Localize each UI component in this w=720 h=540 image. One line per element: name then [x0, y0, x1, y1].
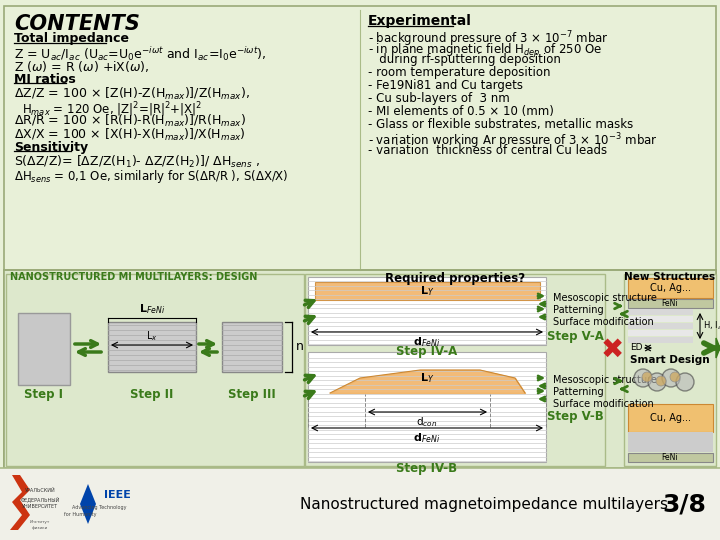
- Text: Cu, Ag...: Cu, Ag...: [649, 283, 690, 293]
- Bar: [628, 404, 713, 432]
- Bar: [18, 313, 70, 385]
- Text: Step IV-B: Step IV-B: [397, 462, 458, 475]
- Text: УНИВЕРСИТЕТ: УНИВЕРСИТЕТ: [22, 504, 58, 509]
- Circle shape: [634, 369, 652, 387]
- Bar: [0, 468, 720, 540]
- Text: d$_{con}$: d$_{con}$: [416, 415, 438, 429]
- Text: MI ratios: MI ratios: [14, 73, 76, 86]
- Bar: [68, 473, 133, 535]
- Text: Surface modification: Surface modification: [553, 399, 654, 409]
- Bar: [628, 432, 713, 452]
- Bar: [222, 322, 282, 372]
- Text: Step I: Step I: [24, 388, 63, 401]
- Text: d$_{FeNi}$: d$_{FeNi}$: [413, 335, 441, 349]
- Text: Mesoscopic structure: Mesoscopic structure: [553, 375, 657, 385]
- Text: $\Delta$R/R = 100 $\times$ [R(H)-R(H$_{max}$)]/R(H$_{max}$): $\Delta$R/R = 100 $\times$ [R(H)-R(H$_{m…: [14, 113, 246, 129]
- Text: for Humanity: for Humanity: [64, 512, 96, 517]
- Text: ✖: ✖: [600, 336, 624, 364]
- Bar: [5, 473, 63, 535]
- Text: S($\Delta$Z/Z)= [$\Delta$Z/Z(H$_1$)- $\Delta$Z/Z(H$_2$)]/ $\Delta$H$_{sens}$ ,: S($\Delta$Z/Z)= [$\Delta$Z/Z(H$_1$)- $\D…: [14, 154, 260, 170]
- Circle shape: [642, 372, 652, 382]
- Text: Sensitivity: Sensitivity: [14, 141, 88, 154]
- Text: L$_Y$: L$_Y$: [420, 284, 434, 298]
- Bar: [628, 330, 693, 336]
- Bar: [628, 299, 713, 308]
- Text: New Structures: New Structures: [624, 272, 716, 282]
- Polygon shape: [80, 484, 96, 524]
- Text: H, I$_{ac}$: H, I$_{ac}$: [703, 320, 720, 332]
- Text: Advancing Technology: Advancing Technology: [72, 505, 127, 510]
- Bar: [308, 352, 546, 462]
- Bar: [6, 274, 304, 466]
- Bar: [628, 316, 693, 322]
- Text: $\Delta$H$_{sens}$ = 0,1 Oe, similarly for S($\Delta$R/R ), S($\Delta$X/X): $\Delta$H$_{sens}$ = 0,1 Oe, similarly f…: [14, 168, 289, 185]
- Text: УРАЛЬСКИЙ: УРАЛЬСКИЙ: [24, 488, 55, 493]
- Text: Step III: Step III: [228, 388, 276, 401]
- Text: Nanostructured magnetoimpedance multilayers: Nanostructured magnetoimpedance multilay…: [300, 496, 668, 511]
- Text: FeNi: FeNi: [662, 453, 678, 462]
- Text: - in plane magnetic field H$_{dep}$ of 250 Oe: - in plane magnetic field H$_{dep}$ of 2…: [368, 42, 603, 60]
- Text: ФЕДЕРАЛЬНЫЙ: ФЕДЕРАЛЬНЫЙ: [20, 496, 60, 502]
- Text: Experimental: Experimental: [368, 14, 472, 28]
- Text: ED: ED: [630, 343, 642, 353]
- Text: 3/8: 3/8: [662, 492, 706, 516]
- Text: Total impedance: Total impedance: [14, 32, 129, 45]
- Bar: [305, 274, 605, 466]
- Text: Patterning: Patterning: [553, 387, 603, 397]
- Bar: [108, 322, 196, 372]
- Text: - Glass or flexible substrates, metallic masks: - Glass or flexible substrates, metallic…: [368, 118, 634, 131]
- Bar: [4, 6, 716, 468]
- Text: L$_{FeNi}$: L$_{FeNi}$: [139, 302, 165, 316]
- Text: Step V-A: Step V-A: [546, 330, 603, 343]
- Text: Step II: Step II: [130, 388, 174, 401]
- Text: Step V-B: Step V-B: [546, 410, 603, 423]
- Bar: [315, 282, 540, 300]
- Text: Cu, Ag...: Cu, Ag...: [649, 413, 690, 423]
- Text: физики: физики: [32, 526, 48, 530]
- Text: - variation  thickness of central Cu leads: - variation thickness of central Cu lead…: [368, 144, 607, 157]
- Polygon shape: [716, 338, 720, 358]
- Text: Required properties?: Required properties?: [385, 272, 525, 285]
- Text: Step IV-A: Step IV-A: [397, 345, 458, 358]
- Text: - variation working Ar pressure of 3 × 10$^{-3}$ mbar: - variation working Ar pressure of 3 × 1…: [368, 131, 658, 151]
- Bar: [628, 278, 713, 298]
- Bar: [624, 274, 716, 466]
- Bar: [628, 337, 693, 343]
- Text: - background pressure of 3 × 10$^{-7}$ mbar: - background pressure of 3 × 10$^{-7}$ m…: [368, 29, 608, 49]
- Bar: [4, 270, 716, 468]
- Text: FeNi: FeNi: [662, 299, 678, 307]
- Text: Patterning: Patterning: [553, 305, 603, 315]
- Text: IEEE: IEEE: [104, 490, 131, 500]
- Polygon shape: [10, 475, 30, 530]
- Text: L$_x$: L$_x$: [146, 329, 158, 343]
- Text: - room temperature deposition: - room temperature deposition: [368, 66, 551, 79]
- Text: n: n: [296, 341, 304, 354]
- Text: $\Delta$X/X = 100 $\times$ [X(H)-X(H$_{max}$)]/X(H$_{max}$): $\Delta$X/X = 100 $\times$ [X(H)-X(H$_{m…: [14, 127, 246, 143]
- Bar: [628, 323, 693, 329]
- Text: L$_Y$: L$_Y$: [420, 371, 434, 385]
- Text: Z ($\omega$) = R ($\omega$) +iX($\omega$),: Z ($\omega$) = R ($\omega$) +iX($\omega$…: [14, 59, 150, 74]
- Bar: [628, 309, 693, 315]
- Circle shape: [670, 372, 680, 382]
- Text: Mesoscopic structure: Mesoscopic structure: [553, 293, 657, 303]
- Bar: [628, 453, 713, 462]
- Text: - Fe19Ni81 and Cu targets: - Fe19Ni81 and Cu targets: [368, 79, 523, 92]
- Bar: [308, 277, 546, 345]
- Circle shape: [676, 373, 694, 391]
- Circle shape: [656, 376, 666, 386]
- Text: - MI elements of 0.5 × 10 (mm): - MI elements of 0.5 × 10 (mm): [368, 105, 554, 118]
- Text: during rf-sputtering deposition: during rf-sputtering deposition: [368, 53, 561, 66]
- Text: H$_{max}$ = 120 Oe, |Z|$^2$=|R|$^2$+|X|$^2$: H$_{max}$ = 120 Oe, |Z|$^2$=|R|$^2$+|X|$…: [22, 100, 202, 119]
- Text: Surface modification: Surface modification: [553, 317, 654, 327]
- Text: d$_{FeNi}$: d$_{FeNi}$: [413, 431, 441, 445]
- Circle shape: [648, 373, 666, 391]
- Text: CONTENTS: CONTENTS: [14, 14, 140, 34]
- Circle shape: [662, 369, 680, 387]
- Text: $\Delta$Z/Z = 100 $\times$ [Z(H)-Z(H$_{max}$)]/Z(H$_{max}$),: $\Delta$Z/Z = 100 $\times$ [Z(H)-Z(H$_{m…: [14, 86, 250, 102]
- Text: Smart Design: Smart Design: [630, 355, 710, 365]
- Text: - Cu sub-layers of  3 nm: - Cu sub-layers of 3 nm: [368, 92, 510, 105]
- Text: Z = U$_{ac}$/I$_{ac}$ (U$_{ac}$=U$_0$e$^{-i\omega t}$ and I$_{ac}$=I$_0$e$^{-i\o: Z = U$_{ac}$/I$_{ac}$ (U$_{ac}$=U$_0$e$^…: [14, 45, 266, 63]
- Text: NANOSTRUCTURED MI MULTILAYERS: DESIGN: NANOSTRUCTURED MI MULTILAYERS: DESIGN: [10, 272, 257, 282]
- Text: Институт: Институт: [30, 520, 50, 524]
